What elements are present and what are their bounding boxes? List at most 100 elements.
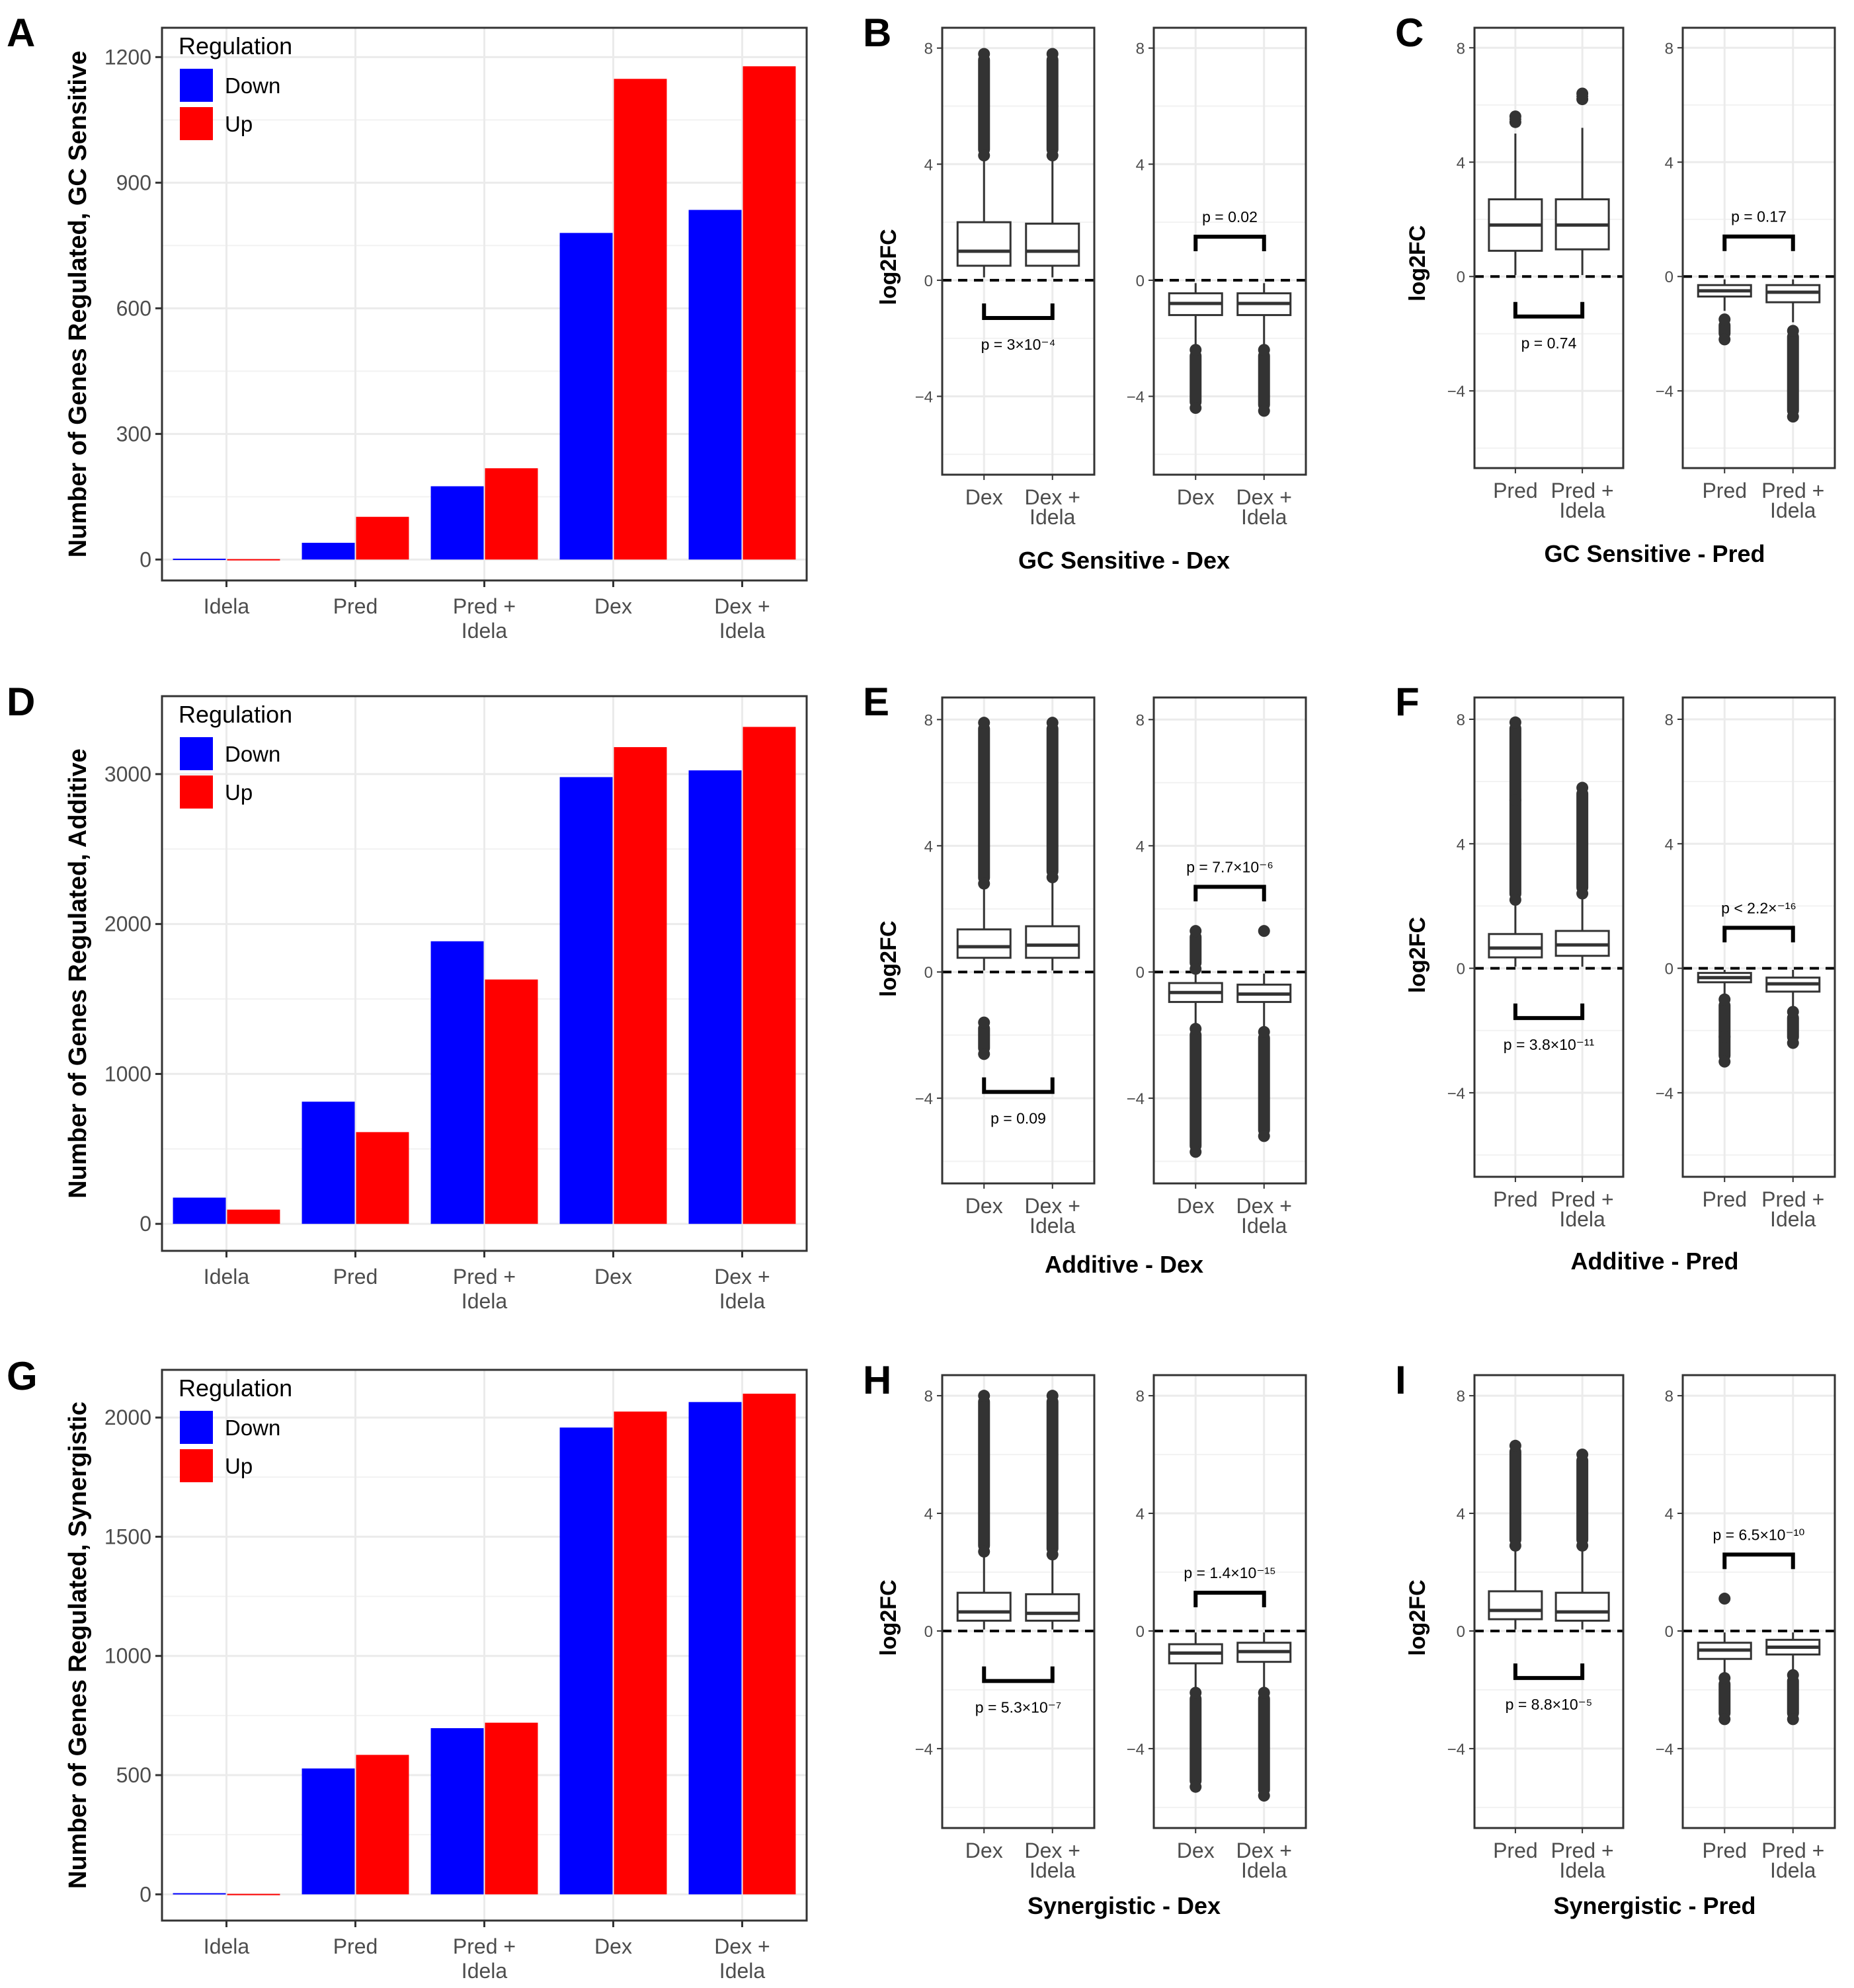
facet-border bbox=[1473, 696, 1625, 1178]
legend-key-down bbox=[180, 737, 213, 770]
x-tick-label: Dex bbox=[594, 594, 632, 618]
bar-up bbox=[227, 1893, 280, 1895]
outlier-point bbox=[1189, 963, 1202, 975]
panel-letter: B bbox=[863, 11, 891, 55]
boxplot bbox=[1697, 969, 1752, 1068]
y-tick-label: 8 bbox=[1136, 40, 1145, 58]
boxplot bbox=[1488, 716, 1543, 967]
outlier-point bbox=[978, 1390, 990, 1402]
p-value-label: p = 3.8×10⁻¹¹ bbox=[1504, 1036, 1595, 1053]
outlier-point bbox=[1258, 1025, 1270, 1038]
x-tick-label: Dex bbox=[1177, 1194, 1215, 1218]
outlier-cluster bbox=[1787, 1675, 1799, 1720]
bar-down bbox=[559, 1427, 613, 1895]
boxplot bbox=[1025, 48, 1080, 278]
x-axis-title: Synergistic - Pred bbox=[1553, 1892, 1755, 1919]
outlier-point bbox=[1576, 1539, 1589, 1552]
outlier-point bbox=[1189, 925, 1202, 937]
y-axis-title: log2FC bbox=[876, 229, 901, 305]
boxplot bbox=[1168, 925, 1223, 1158]
x-tick-label: Dex + Idela bbox=[1025, 485, 1080, 529]
bar-up bbox=[743, 1394, 796, 1895]
outlier-point bbox=[1718, 993, 1731, 1006]
facet-border bbox=[941, 696, 1096, 1185]
y-tick-label: −4 bbox=[1127, 388, 1145, 406]
y-tick-label: 2000 bbox=[104, 912, 151, 936]
outlier-point bbox=[978, 1016, 990, 1029]
facet: −4 0 4 8 Pred Pred + Idela p < 2.2×⁻¹⁶ bbox=[1656, 696, 1836, 1231]
outlier-point bbox=[1046, 1390, 1059, 1402]
facet-border bbox=[1681, 696, 1836, 1178]
y-axis-title: log2FC bbox=[1405, 225, 1430, 301]
facet-border bbox=[1473, 1374, 1625, 1829]
facet-background bbox=[1154, 697, 1306, 1183]
legend-title: Regulation bbox=[179, 32, 292, 60]
outlier-point bbox=[1258, 925, 1270, 937]
y-tick-label: 4 bbox=[924, 156, 933, 174]
x-tick-label: Pred bbox=[333, 1265, 378, 1289]
outlier-cluster bbox=[1189, 350, 1202, 409]
panel-letter: G bbox=[7, 1354, 38, 1398]
bar-down bbox=[302, 543, 355, 560]
significance-bracket bbox=[982, 303, 1055, 320]
legend-label-up: Up bbox=[225, 780, 253, 805]
facet-border bbox=[1152, 26, 1307, 476]
facet: −4 0 4 8 Dex Dex + Idela p = 1.4×10⁻¹⁵ bbox=[1127, 1374, 1307, 1882]
bar-down bbox=[430, 486, 484, 560]
bar-down bbox=[559, 777, 613, 1224]
p-value-label: p = 3×10⁻⁴ bbox=[981, 336, 1056, 353]
panel-letter: D bbox=[7, 680, 35, 724]
boxplot bbox=[1554, 1449, 1610, 1630]
y-tick-label: 8 bbox=[924, 40, 933, 58]
y-tick-label: 0 bbox=[140, 1212, 151, 1236]
y-tick-label: 0 bbox=[1136, 1623, 1145, 1641]
p-value-label: p = 0.17 bbox=[1731, 208, 1787, 225]
significance-bracket bbox=[1513, 301, 1585, 319]
x-tick-label: Dex + Idela bbox=[714, 1265, 770, 1313]
y-tick-label: −4 bbox=[1127, 1741, 1145, 1759]
legend-label-down: Down bbox=[225, 1415, 280, 1440]
legend-key-up bbox=[180, 775, 213, 809]
p-value-label: p = 0.09 bbox=[990, 1110, 1046, 1127]
y-tick-label: 300 bbox=[116, 422, 151, 446]
y-axis-title: log2FC bbox=[876, 1579, 901, 1655]
outlier-point bbox=[1718, 1713, 1731, 1726]
p-value-label: p = 0.02 bbox=[1202, 208, 1258, 225]
box bbox=[1554, 1591, 1610, 1622]
y-tick-label: 0 bbox=[924, 964, 933, 982]
y-tick-label: 0 bbox=[1136, 964, 1145, 982]
outlier-point bbox=[1258, 405, 1270, 417]
panel-a: A 0 300 600 900 1200 Idela Pred Pred + Idela Dex De… bbox=[7, 11, 808, 643]
y-tick-label: 8 bbox=[1136, 711, 1145, 729]
facet-border bbox=[1473, 26, 1625, 469]
x-tick-label: Dex bbox=[1177, 1839, 1215, 1862]
bar-down bbox=[430, 941, 484, 1224]
significance-bracket bbox=[1722, 234, 1795, 251]
x-axis-title: Additive - Pred bbox=[1570, 1248, 1738, 1275]
boxplot bbox=[1554, 781, 1610, 967]
outlier-point bbox=[1258, 344, 1270, 356]
y-tick-label: 0 bbox=[924, 272, 933, 290]
outlier-cluster bbox=[1258, 1031, 1270, 1136]
boxplot bbox=[956, 1390, 1012, 1630]
outlier-point bbox=[1189, 1687, 1202, 1699]
box bbox=[956, 221, 1012, 267]
x-tick-label: Dex bbox=[965, 1194, 1003, 1218]
facet: −4 0 4 8 Pred Pred + Idela p = 0.74 bbox=[1447, 26, 1625, 522]
y-tick-label: 8 bbox=[1457, 711, 1465, 729]
y-tick-label: 4 bbox=[1136, 156, 1145, 174]
y-tick-label: 0 bbox=[140, 547, 151, 571]
y-tick-label: 4 bbox=[1136, 838, 1145, 855]
significance-bracket bbox=[1722, 926, 1795, 943]
y-tick-label: −4 bbox=[915, 388, 933, 406]
legend-key-up bbox=[180, 1449, 213, 1482]
x-tick-label: Pred + Idela bbox=[1761, 1187, 1824, 1231]
x-tick-label: Dex bbox=[594, 1934, 632, 1958]
bar-down bbox=[173, 1893, 226, 1895]
outlier-cluster bbox=[1258, 350, 1270, 411]
y-tick-label: 900 bbox=[116, 171, 151, 194]
outlier-point bbox=[1509, 110, 1521, 123]
boxplot bbox=[1025, 1390, 1080, 1630]
y-tick-label: 3000 bbox=[104, 762, 151, 786]
